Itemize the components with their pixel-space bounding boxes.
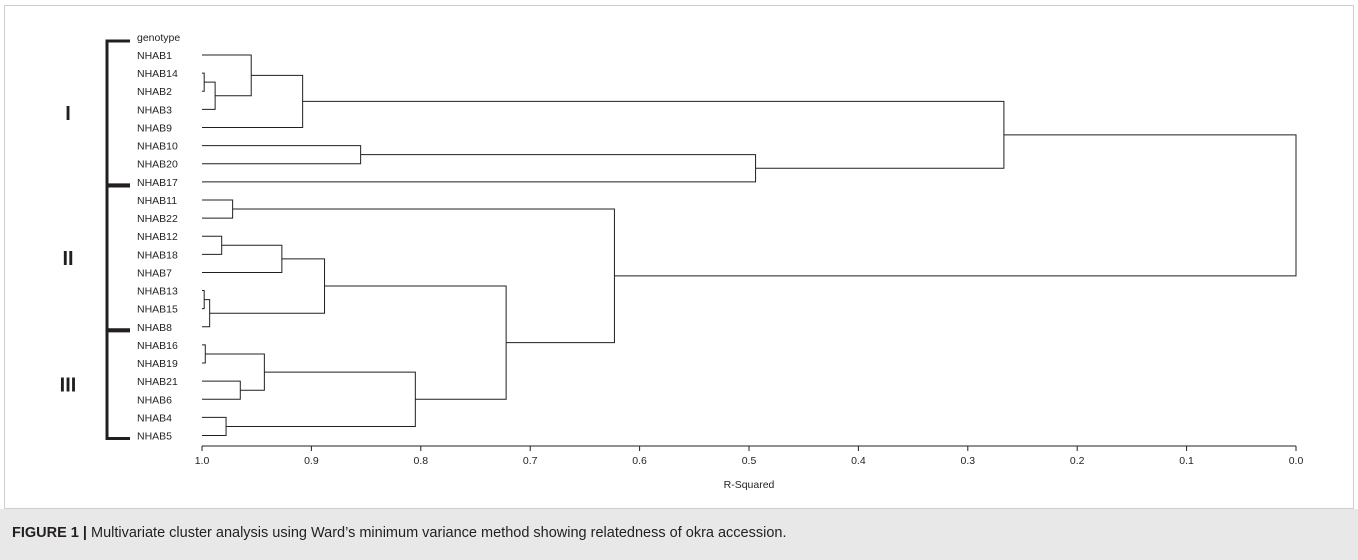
leaf-label: NHAB4	[137, 412, 172, 424]
leaf-label: NHAB7	[137, 267, 172, 279]
dendrogram-link	[202, 72, 205, 92]
x-tick-label: 0.0	[1289, 455, 1304, 467]
x-tick-label: 0.1	[1179, 455, 1194, 467]
group-label: III	[60, 375, 77, 397]
x-tick-label: 0.7	[523, 455, 538, 467]
leaf-label: NHAB17	[137, 177, 178, 189]
dendrogram-link	[226, 371, 416, 427]
leaf-label: NHAB20	[137, 159, 178, 171]
group-label: II	[62, 248, 73, 270]
dendrogram-link	[202, 74, 304, 128]
x-tick-label: 0.3	[960, 455, 975, 467]
dendrogram-link	[209, 258, 326, 314]
dendrogram-link	[202, 54, 252, 97]
leaf-label: NHAB6	[137, 394, 172, 406]
dendrogram-link	[202, 299, 211, 328]
leaf-label: NHAB19	[137, 358, 178, 370]
dendrogram-link	[205, 353, 265, 391]
x-tick-label: 0.6	[632, 455, 647, 467]
dendrogram-link	[232, 208, 615, 344]
caption-text: Multivariate cluster analysis using Ward…	[86, 525, 787, 541]
x-tick-label: 0.8	[413, 455, 428, 467]
leaf-label: NHAB12	[137, 231, 178, 243]
leaf-label: NHAB5	[137, 431, 172, 443]
x-tick-label: 0.5	[742, 455, 757, 467]
dendrogram-link	[202, 199, 234, 219]
figure-frame	[4, 5, 1354, 509]
leaf-label: NHAB2	[137, 86, 172, 98]
x-axis-title: R-Squared	[724, 479, 775, 491]
dendrogram-link	[202, 235, 223, 255]
dendrogram-link	[202, 154, 757, 183]
leaf-label: NHAB9	[137, 122, 172, 134]
group-bracket	[105, 184, 130, 332]
leaf-label: NHAB3	[137, 104, 172, 116]
group-bracket	[105, 329, 130, 441]
dendrogram-link	[202, 244, 283, 273]
leaf-label: NHAB22	[137, 213, 178, 225]
leaf-label: NHAB15	[137, 304, 178, 316]
x-tick-label: 0.4	[851, 455, 866, 467]
leaf-label: NHAB8	[137, 322, 172, 334]
leaf-label: NHAB14	[137, 68, 178, 80]
figure-label: FIGURE 1 |	[12, 525, 87, 541]
group-label: I	[65, 103, 71, 125]
leaf-label: NHAB10	[137, 141, 178, 153]
dendrogram-link	[202, 416, 227, 437]
x-tick-label: 1.0	[195, 455, 210, 467]
leaf-label: NHAB18	[137, 249, 178, 261]
dendrogram: NHAB1 NHAB14 NHAB2 NHAB3 NHAB9 NHAB10 NHAB20 NH…	[60, 32, 1304, 491]
leaf-label: NHAB16	[137, 340, 178, 352]
leaf-label: NHAB11	[137, 195, 177, 207]
leaf-label: NHAB13	[137, 286, 178, 298]
leaf-label: NHAB21	[137, 376, 178, 388]
x-tick-label: 0.9	[304, 455, 319, 467]
figure-caption: FIGURE 1 | Multivariate cluster analysis…	[12, 523, 787, 543]
dendrogram-link	[202, 344, 206, 364]
leaf-label: NHAB1	[137, 50, 172, 62]
x-tick-label: 0.2	[1070, 455, 1085, 467]
dendrogram-link	[302, 100, 1005, 169]
header-label: genotype	[137, 32, 180, 44]
dendrogram-link	[614, 134, 1297, 277]
group-bracket	[105, 39, 130, 187]
dendrogram-link	[202, 290, 205, 310]
dendrogram-link	[202, 380, 241, 400]
dendrogram-link	[202, 145, 362, 165]
caption-bar: FIGURE 1 | Multivariate cluster analysis…	[0, 509, 1358, 560]
